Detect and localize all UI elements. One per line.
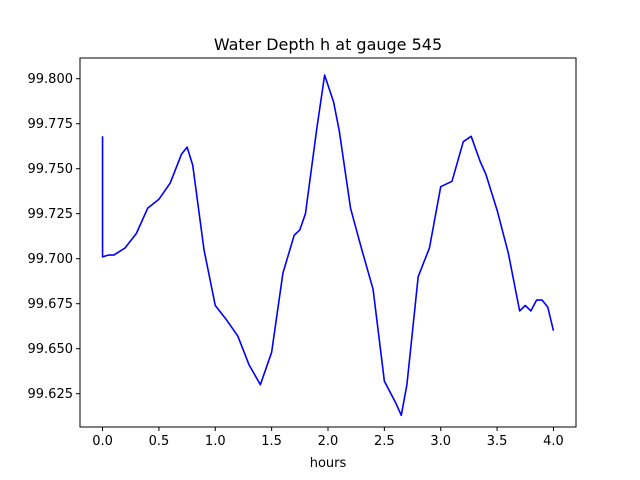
x-tick-label: 3.5	[487, 434, 508, 449]
x-tick-label: 0.0	[92, 434, 113, 449]
x-axis: 0.0 0.5 1.0 1.5 2.0 2.5 3.0 3.5 4.0	[92, 427, 564, 449]
x-tick-label: 4.0	[543, 434, 564, 449]
y-tick-label: 99.775	[28, 117, 74, 132]
y-tick-label: 99.650	[28, 342, 74, 357]
plot-area	[101, 74, 555, 417]
y-tick-label: 99.725	[28, 207, 74, 222]
y-tick-label: 99.800	[28, 72, 74, 87]
y-tick-label: 99.675	[28, 297, 74, 312]
x-tick-label: 0.5	[149, 434, 170, 449]
x-axis-label: hours	[310, 456, 347, 471]
series-line-0	[101, 74, 555, 417]
x-tick-label: 3.0	[430, 434, 451, 449]
x-tick-label: 1.0	[205, 434, 226, 449]
y-tick-label: 99.750	[28, 162, 74, 177]
chart-title: Water Depth h at gauge 545	[214, 35, 442, 54]
x-tick-label: 2.0	[318, 434, 339, 449]
y-tick-label: 99.625	[28, 387, 74, 402]
x-tick-label: 1.5	[261, 434, 282, 449]
y-axis: 99.625 99.650 99.675 99.700 99.725 99.750 99.7…	[28, 72, 80, 402]
plot-frame	[79, 57, 577, 428]
x-tick-label: 2.5	[374, 434, 395, 449]
y-tick-label: 99.700	[28, 252, 74, 267]
